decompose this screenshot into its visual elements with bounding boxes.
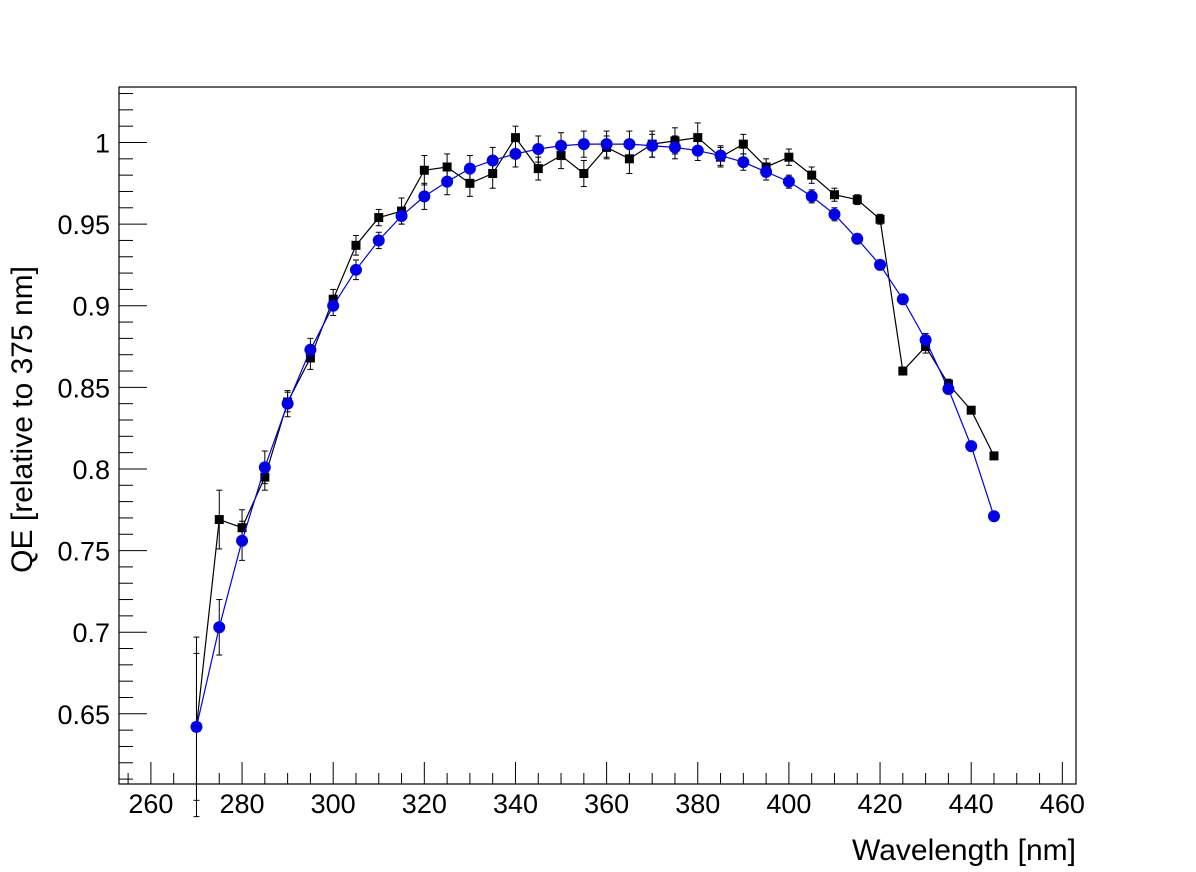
data-point-circle (577, 138, 590, 151)
data-point-circle (714, 149, 727, 162)
data-point-square (442, 162, 452, 172)
data-point-square (875, 214, 885, 224)
data-point-circle (395, 209, 408, 222)
data-point-circle (372, 234, 385, 247)
data-point-circle (737, 156, 750, 169)
y-axis-ticks: 0.65 0.7 0.75 0.8 0.85 0.9 0.95 1 (57, 93, 147, 780)
y-tick-label: 0.8 (72, 455, 110, 485)
x-tick-label: 380 (675, 789, 720, 819)
x-tick-label: 320 (402, 789, 447, 819)
data-point-square (465, 178, 475, 188)
series-1 (191, 122, 999, 818)
x-tick-label: 300 (311, 789, 356, 819)
data-point-square (533, 164, 543, 174)
data-point-circle (782, 175, 795, 188)
data-point-circle (418, 190, 431, 203)
y-axis-label: QE [relative to 375 nm] (6, 266, 39, 573)
data-point-square (738, 139, 748, 149)
x-tick-label: 400 (766, 789, 811, 819)
y-tick-label: 0.75 (57, 537, 110, 567)
y-tick-label: 0.85 (57, 373, 110, 403)
data-point-circle (463, 162, 476, 175)
data-point-circle (236, 534, 249, 547)
x-tick-label: 420 (858, 789, 903, 819)
data-point-square (989, 451, 999, 461)
data-point-circle (304, 343, 317, 356)
data-point-square (510, 133, 520, 143)
data-point-square (898, 366, 908, 376)
x-axis-ticks: 260 280 300 320 340 360 380 400 420 440 460 (127, 762, 1085, 819)
data-point-circle (190, 720, 203, 733)
x-tick-label: 340 (493, 789, 538, 819)
data-point-square (419, 165, 429, 175)
data-point-circle (486, 154, 499, 167)
y-tick-label: 0.7 (72, 618, 110, 648)
data-point-circle (691, 144, 704, 157)
data-point-square (807, 170, 817, 180)
data-point-circle (919, 334, 932, 347)
data-point-circle (646, 139, 659, 152)
data-point-circle (874, 258, 887, 271)
series-line (195, 143, 995, 728)
x-axis-label: Wavelength [nm] (852, 834, 1076, 867)
data-point-square (351, 240, 361, 250)
series-layer (190, 122, 1000, 818)
series-2 (190, 130, 1000, 801)
data-point-circle (327, 299, 340, 312)
data-point-circle (851, 232, 864, 245)
data-point-circle (987, 510, 1000, 523)
series-line (195, 136, 995, 727)
data-point-square (966, 405, 976, 415)
y-tick-label: 0.95 (57, 210, 110, 240)
data-point-square (693, 133, 703, 143)
data-point-square (829, 190, 839, 200)
x-tick-label: 460 (1040, 789, 1085, 819)
data-point-circle (623, 138, 636, 151)
data-point-square (374, 213, 384, 223)
data-point-square (624, 154, 634, 164)
data-point-circle (441, 175, 454, 188)
y-tick-label: 0.9 (72, 292, 110, 322)
data-point-square (852, 195, 862, 205)
y-tick-label: 1 (95, 128, 110, 158)
data-point-circle (668, 141, 681, 154)
data-point-circle (555, 139, 568, 152)
data-point-circle (600, 138, 613, 151)
data-point-circle (349, 263, 362, 276)
data-point-square (214, 515, 224, 525)
data-point-circle (896, 293, 909, 306)
data-point-circle (942, 382, 955, 395)
x-tick-label: 360 (584, 789, 629, 819)
data-point-circle (828, 208, 841, 221)
plot-frame (118, 86, 1077, 785)
x-tick-label: 260 (128, 789, 173, 819)
data-point-circle (805, 190, 818, 203)
data-point-circle (509, 147, 522, 160)
data-point-circle (532, 143, 545, 156)
data-point-circle (281, 397, 294, 410)
data-point-circle (213, 621, 226, 634)
data-point-circle (965, 440, 978, 453)
data-point-square (579, 169, 589, 179)
x-tick-label: 440 (949, 789, 994, 819)
data-point-circle (760, 165, 773, 178)
x-tick-label: 280 (220, 789, 265, 819)
data-point-circle (258, 461, 271, 474)
data-point-square (784, 152, 794, 162)
y-tick-label: 0.65 (57, 700, 110, 730)
